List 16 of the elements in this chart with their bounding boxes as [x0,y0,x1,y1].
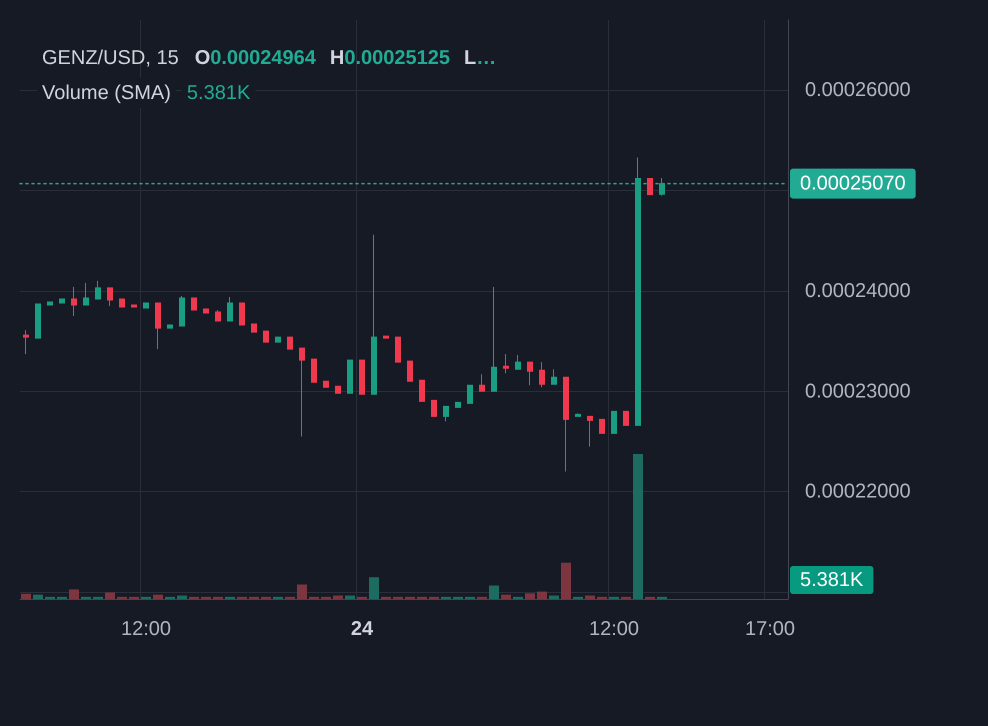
y-tick-label: 0.00026000 [805,79,911,102]
text: 5.381K [800,569,864,591]
y-tick-label: 0.00023000 [805,380,911,402]
annotation: O0.00024964 [194,47,317,69]
x-tick-label: 12:00 [588,618,640,640]
y-tick-label: 0.00024000 [805,280,911,302]
chart-title: Volume (SMA) [42,82,171,104]
ref-line-label: 0.00025070 [800,172,906,195]
annotation: L… [464,47,496,69]
x-tick-label: 12:00 [120,618,172,640]
annotation: H0.00025125 [330,47,450,69]
x-tick-label: 24 [350,618,374,640]
x-tick-label: 17:00 [744,618,796,640]
text: GENZ/USD, 15 [42,47,179,69]
y-tick-label: 0.00022000 [805,480,911,503]
annotation: 5.381K [186,82,251,104]
